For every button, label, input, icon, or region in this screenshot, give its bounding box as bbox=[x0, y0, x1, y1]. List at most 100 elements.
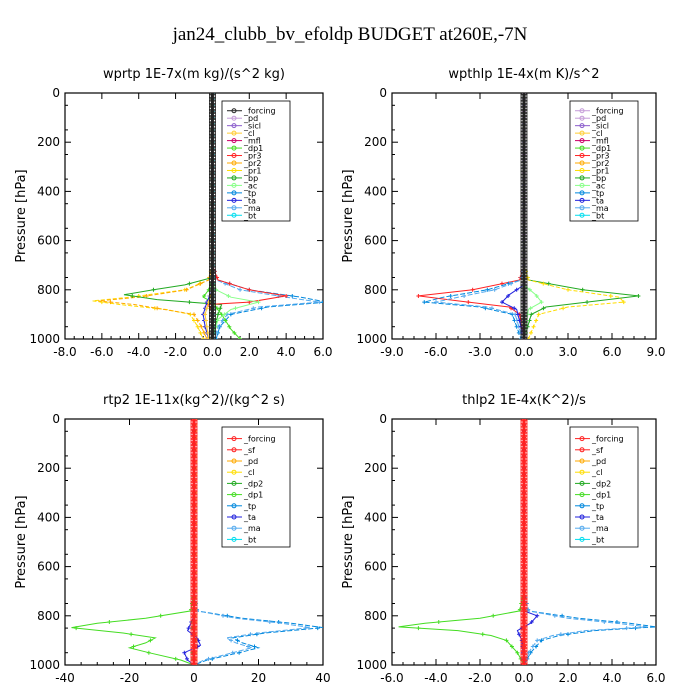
y-tick-label: 200 bbox=[364, 461, 387, 475]
zero-stack-marker bbox=[520, 296, 528, 302]
series-marker bbox=[130, 293, 135, 298]
legend-marker bbox=[579, 212, 585, 218]
series-marker bbox=[509, 281, 514, 286]
series-marker bbox=[202, 293, 207, 298]
zero-stack-marker bbox=[190, 493, 198, 499]
zero-stack-marker bbox=[520, 524, 528, 530]
zero-stack-marker bbox=[190, 582, 198, 588]
legend-marker bbox=[231, 115, 237, 121]
zero-stack-marker bbox=[520, 570, 528, 576]
zero-stack-marker bbox=[520, 155, 528, 160]
y-tick-label: 0 bbox=[52, 86, 60, 100]
zero-stack-marker bbox=[520, 453, 528, 459]
x-tick-label: 4.0 bbox=[602, 671, 621, 685]
panels: wprtp 1E-7x(m kg)/(s^2 kg) Pressure [hPa]… bbox=[14, 67, 666, 685]
zero-stack-marker bbox=[520, 530, 528, 536]
zero-stack-marker bbox=[209, 305, 216, 311]
series-marker bbox=[235, 638, 240, 643]
series-marker bbox=[206, 287, 211, 292]
zero-stack-marker bbox=[520, 192, 528, 197]
zero-stack-marker bbox=[520, 268, 528, 274]
series-marker bbox=[539, 300, 544, 305]
zero-stack-marker bbox=[520, 428, 528, 434]
legend-marker bbox=[231, 436, 237, 442]
series-marker bbox=[151, 287, 156, 292]
zero-stack-marker bbox=[190, 511, 198, 517]
panel-title: rtp2 1E-11x(kg^2)/(kg^2 s) bbox=[103, 393, 285, 408]
series-marker bbox=[155, 306, 160, 311]
legend-marker bbox=[579, 514, 585, 520]
zero-stack-marker bbox=[190, 462, 198, 468]
zero-stack-marker bbox=[209, 198, 216, 204]
legend-label: _bt bbox=[591, 535, 604, 544]
legend-marker bbox=[579, 160, 585, 166]
zero-stack-marker bbox=[190, 570, 198, 576]
legend-marker bbox=[231, 175, 237, 181]
zero-stack-marker bbox=[209, 216, 216, 222]
zero-stack-marker bbox=[190, 465, 198, 471]
zero-stack-marker bbox=[520, 481, 528, 486]
series-marker bbox=[315, 626, 320, 631]
legend-label: _pd bbox=[243, 457, 258, 466]
zero-stack-marker bbox=[520, 533, 528, 539]
legend-marker bbox=[231, 123, 237, 129]
zero-stack-marker bbox=[520, 318, 528, 323]
zero-stack-marker bbox=[190, 502, 198, 508]
series-marker bbox=[267, 619, 272, 624]
series-line_tp bbox=[424, 93, 525, 339]
series-marker bbox=[636, 293, 641, 298]
y-tick-label: 400 bbox=[37, 510, 60, 524]
x-tick-label: 2.0 bbox=[240, 345, 259, 359]
series-marker bbox=[188, 312, 193, 317]
series-marker bbox=[198, 330, 203, 335]
zero-stack-marker bbox=[190, 419, 198, 422]
zero-stack-marker bbox=[209, 121, 216, 127]
legend-label: _dp1 bbox=[243, 144, 263, 153]
zero-stack-marker bbox=[190, 594, 198, 600]
x-tick-label: -20 bbox=[120, 671, 140, 685]
legend-marker bbox=[231, 108, 237, 114]
legend-label: _pr3 bbox=[591, 152, 609, 161]
zero-stack-marker bbox=[209, 225, 216, 231]
series-marker bbox=[602, 619, 607, 624]
series-marker bbox=[448, 293, 453, 298]
legend-marker bbox=[579, 182, 585, 188]
zero-stack-marker bbox=[190, 533, 198, 539]
legend-marker bbox=[579, 175, 585, 181]
series-marker bbox=[230, 650, 235, 655]
series-marker bbox=[251, 306, 256, 311]
series-marker bbox=[195, 318, 200, 323]
zero-stack-marker bbox=[190, 438, 198, 443]
zero-stack-marker bbox=[520, 336, 528, 339]
zero-stack-marker bbox=[520, 235, 528, 240]
zero-stack-marker bbox=[520, 518, 528, 523]
zero-stack-marker bbox=[520, 598, 528, 603]
series-marker bbox=[201, 337, 206, 339]
series-marker bbox=[184, 287, 189, 292]
legend-marker bbox=[579, 205, 585, 211]
zero-stack-marker bbox=[209, 96, 216, 102]
zero-stack-marker bbox=[190, 478, 198, 483]
zero-stack-marker bbox=[209, 275, 216, 280]
y-tick-label: 400 bbox=[364, 184, 387, 198]
series-marker bbox=[108, 300, 113, 305]
zero-stack-marker bbox=[209, 112, 216, 117]
zero-stack-marker bbox=[190, 564, 198, 569]
legend-label: _cl bbox=[243, 129, 255, 138]
series-marker bbox=[182, 650, 187, 655]
legend-marker bbox=[231, 190, 237, 196]
series-group bbox=[92, 93, 323, 339]
legend-marker bbox=[579, 469, 585, 475]
zero-stack-marker bbox=[520, 287, 528, 293]
series-marker bbox=[534, 293, 539, 298]
zero-stack-marker bbox=[190, 641, 198, 646]
legend-label: _dp1 bbox=[591, 491, 611, 500]
zero-stack-marker bbox=[190, 487, 198, 493]
series-marker bbox=[416, 626, 421, 631]
series-marker bbox=[185, 656, 190, 661]
zero-stack-marker bbox=[190, 548, 198, 554]
zero-stack-marker bbox=[190, 619, 198, 625]
legend-label: _cl bbox=[243, 468, 255, 477]
legend-marker bbox=[231, 130, 237, 136]
zero-stack-marker bbox=[190, 484, 198, 490]
